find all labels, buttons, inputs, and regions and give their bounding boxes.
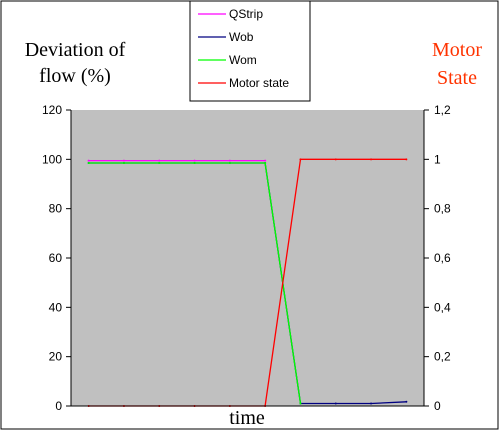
data-point-wom: [228, 162, 231, 165]
legend-label-qstrip: QStrip: [229, 7, 263, 21]
data-point-qstrip: [158, 159, 161, 162]
right-tick-label: 0,2: [434, 350, 451, 364]
data-point-wom: [299, 402, 302, 405]
right-axis-title-line1: Motor: [432, 39, 482, 61]
left-tick-label: 20: [49, 350, 63, 364]
data-point-wob: [334, 402, 337, 405]
legend-label-wob: Wob: [229, 30, 254, 44]
right-axis-title-line2: State: [437, 67, 477, 89]
data-point-wob: [405, 400, 408, 403]
left-tick-label: 0: [55, 399, 62, 413]
data-point-motor-state: [299, 158, 302, 161]
left-axis-ticks: 0 20 40 60 80 100 120: [42, 103, 71, 413]
data-point-wom: [87, 162, 90, 165]
left-tick-label: 100: [42, 152, 62, 166]
left-tick-label: 120: [42, 103, 62, 117]
left-axis-title-line1: Deviation of: [25, 39, 126, 61]
data-point-wom: [158, 162, 161, 165]
data-point-qstrip: [87, 159, 90, 162]
series-wom: [87, 162, 302, 405]
right-tick-label: 0: [434, 399, 441, 413]
left-axis-title-line2: flow (%): [39, 65, 111, 87]
series-qstrip: [87, 159, 267, 162]
data-point-motor-state: [405, 158, 408, 161]
data-point-qstrip: [193, 159, 196, 162]
data-point-motor-state: [370, 158, 373, 161]
data-point-wom: [193, 162, 196, 165]
left-tick-label: 60: [49, 251, 63, 265]
right-tick-label: 0,4: [434, 300, 451, 314]
data-point-wom: [264, 162, 267, 165]
right-tick-label: 1: [434, 152, 441, 166]
legend-box: [189, 0, 311, 102]
right-tick-label: 1,2: [434, 103, 451, 117]
right-axis-ticks: 0 0,2 0,4 0,6 0,8 1 1,2: [424, 103, 451, 413]
legend: QStrip Wob Wom Motor state: [189, 0, 311, 102]
legend-label-wom: Wom: [229, 53, 257, 67]
x-axis-title: time: [229, 407, 265, 429]
legend-label-motor-state: Motor state: [229, 76, 289, 90]
data-point-wob: [370, 402, 373, 405]
data-point-qstrip: [228, 159, 231, 162]
data-point-wom: [122, 162, 125, 165]
left-tick-label: 80: [49, 202, 63, 216]
right-tick-label: 0,6: [434, 251, 451, 265]
data-point-qstrip: [122, 159, 125, 162]
data-point-motor-state: [334, 158, 337, 161]
left-tick-label: 40: [49, 300, 63, 314]
right-tick-label: 0,8: [434, 202, 451, 216]
plot-area: [71, 110, 424, 406]
data-point-qstrip: [264, 159, 267, 162]
